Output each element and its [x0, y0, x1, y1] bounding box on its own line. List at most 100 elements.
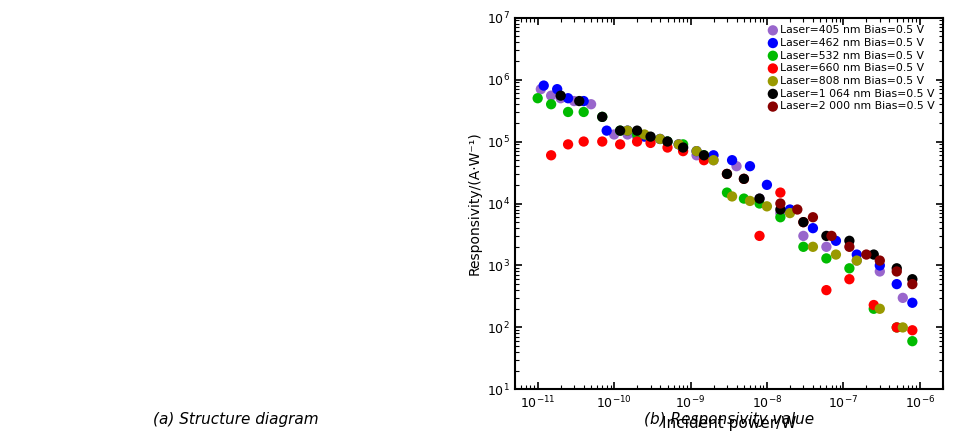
Laser=532 nm Bias=0.5 V [719, 189, 734, 196]
Laser=462 nm Bias=0.5 V [724, 157, 739, 164]
Laser=660 nm Bias=0.5 V [675, 147, 690, 154]
Laser=532 nm Bias=0.5 V [841, 265, 856, 272]
Laser=405 nm Bias=0.5 V [605, 131, 621, 138]
Laser=1 064 nm Bias=0.5 V [675, 144, 690, 151]
Laser=405 nm Bias=0.5 V [553, 95, 568, 102]
Text: (a) Structure diagram: (a) Structure diagram [153, 412, 318, 427]
Laser=660 nm Bias=0.5 V [628, 138, 644, 145]
Laser=405 nm Bias=0.5 V [795, 232, 810, 239]
Laser=462 nm Bias=0.5 V [636, 133, 652, 140]
Laser=462 nm Bias=0.5 V [742, 163, 757, 170]
Laser=660 nm Bias=0.5 V [772, 189, 787, 196]
Text: (b) Responsivity value: (b) Responsivity value [644, 412, 813, 427]
Laser=808 nm Bias=0.5 V [804, 243, 820, 250]
Laser=532 nm Bias=0.5 V [818, 255, 833, 262]
Laser=532 nm Bias=0.5 V [795, 243, 810, 250]
Laser=1 064 nm Bias=0.5 V [795, 219, 810, 226]
Laser=405 nm Bias=0.5 V [619, 131, 634, 138]
Laser=660 nm Bias=0.5 V [888, 324, 903, 331]
Laser=462 nm Bias=0.5 V [560, 95, 576, 102]
Laser=532 nm Bias=0.5 V [543, 101, 558, 108]
Laser=532 nm Bias=0.5 V [888, 324, 903, 331]
Laser=2 000 nm Bias=0.5 V [872, 257, 887, 264]
Laser=405 nm Bias=0.5 V [872, 268, 887, 275]
Laser=532 nm Bias=0.5 V [696, 152, 711, 159]
Y-axis label: Responsivity/(A·W⁻¹): Responsivity/(A·W⁻¹) [467, 132, 480, 275]
Laser=660 nm Bias=0.5 V [696, 157, 711, 164]
Laser=462 nm Bias=0.5 V [781, 206, 797, 213]
Laser=660 nm Bias=0.5 V [735, 175, 751, 182]
Laser=405 nm Bias=0.5 V [728, 163, 744, 170]
Laser=808 nm Bias=0.5 V [742, 198, 757, 205]
Laser=405 nm Bias=0.5 V [566, 98, 581, 105]
Laser=462 nm Bias=0.5 V [888, 281, 903, 288]
Laser=808 nm Bias=0.5 V [894, 324, 909, 331]
Laser=660 nm Bias=0.5 V [903, 327, 919, 334]
Laser=532 nm Bias=0.5 V [628, 131, 644, 138]
Laser=660 nm Bias=0.5 V [719, 170, 734, 177]
Laser=2 000 nm Bias=0.5 V [823, 232, 838, 239]
Laser=532 nm Bias=0.5 V [530, 95, 545, 102]
Laser=2 000 nm Bias=0.5 V [772, 200, 787, 207]
Laser=462 nm Bias=0.5 V [652, 136, 667, 143]
Laser=808 nm Bias=0.5 V [781, 209, 797, 216]
Laser=660 nm Bias=0.5 V [642, 139, 657, 147]
Laser=405 nm Bias=0.5 V [849, 257, 864, 264]
Laser=808 nm Bias=0.5 V [670, 141, 685, 148]
Laser=660 nm Bias=0.5 V [543, 152, 558, 159]
Laser=405 nm Bias=0.5 V [752, 195, 767, 202]
Laser=405 nm Bias=0.5 V [688, 152, 703, 159]
Laser=808 nm Bias=0.5 V [688, 147, 703, 154]
Laser=462 nm Bias=0.5 V [705, 152, 721, 159]
Laser=808 nm Bias=0.5 V [849, 257, 864, 264]
Laser=1 064 nm Bias=0.5 V [772, 206, 787, 213]
Laser=660 nm Bias=0.5 V [594, 138, 609, 145]
Laser=1 064 nm Bias=0.5 V [903, 276, 919, 283]
Laser=462 nm Bias=0.5 V [599, 127, 614, 134]
Laser=1 064 nm Bias=0.5 V [696, 152, 711, 159]
Laser=405 nm Bias=0.5 V [675, 144, 690, 151]
Laser=462 nm Bias=0.5 V [670, 141, 685, 148]
Laser=808 nm Bias=0.5 V [652, 136, 667, 143]
Laser=1 064 nm Bias=0.5 V [571, 98, 586, 105]
Laser=462 nm Bias=0.5 V [535, 82, 551, 89]
Laser=660 nm Bias=0.5 V [795, 219, 810, 226]
Laser=660 nm Bias=0.5 V [576, 138, 591, 145]
Laser=660 nm Bias=0.5 V [612, 141, 628, 148]
Laser=660 nm Bias=0.5 V [841, 276, 856, 283]
Laser=808 nm Bias=0.5 V [619, 127, 634, 134]
Laser=660 nm Bias=0.5 V [752, 232, 767, 239]
Laser=1 064 nm Bias=0.5 V [553, 92, 568, 99]
X-axis label: Incident power/W: Incident power/W [661, 416, 795, 431]
Laser=532 nm Bias=0.5 V [735, 195, 751, 202]
Laser=532 nm Bias=0.5 V [576, 108, 591, 115]
Laser=532 nm Bias=0.5 V [612, 127, 628, 134]
Laser=405 nm Bias=0.5 V [543, 92, 558, 99]
Laser=660 nm Bias=0.5 V [659, 144, 675, 151]
Laser=532 nm Bias=0.5 V [752, 200, 767, 207]
Laser=462 nm Bias=0.5 V [849, 251, 864, 258]
Laser=405 nm Bias=0.5 V [772, 209, 787, 216]
Laser=462 nm Bias=0.5 V [549, 86, 564, 93]
Laser=808 nm Bias=0.5 V [827, 251, 843, 258]
Laser=1 064 nm Bias=0.5 V [888, 265, 903, 272]
Laser=462 nm Bias=0.5 V [804, 225, 820, 232]
Laser=660 nm Bias=0.5 V [560, 141, 576, 148]
Laser=532 nm Bias=0.5 V [560, 108, 576, 115]
Laser=405 nm Bias=0.5 V [582, 101, 598, 108]
Laser=2 000 nm Bias=0.5 V [789, 206, 804, 213]
Laser=1 064 nm Bias=0.5 V [612, 127, 628, 134]
Laser=1 064 nm Bias=0.5 V [719, 170, 734, 177]
Laser=532 nm Bias=0.5 V [675, 141, 690, 148]
Laser=2 000 nm Bias=0.5 V [858, 251, 874, 258]
Laser=462 nm Bias=0.5 V [688, 147, 703, 154]
Laser=2 000 nm Bias=0.5 V [888, 268, 903, 275]
Laser=2 000 nm Bias=0.5 V [804, 214, 820, 221]
Laser=2 000 nm Bias=0.5 V [903, 281, 919, 288]
Laser=405 nm Bias=0.5 V [628, 133, 644, 140]
Laser=1 064 nm Bias=0.5 V [865, 251, 880, 258]
Laser=808 nm Bias=0.5 V [758, 203, 774, 210]
Laser=532 nm Bias=0.5 V [903, 337, 919, 345]
Laser=1 064 nm Bias=0.5 V [628, 127, 644, 134]
Laser=2 000 nm Bias=0.5 V [841, 243, 856, 250]
